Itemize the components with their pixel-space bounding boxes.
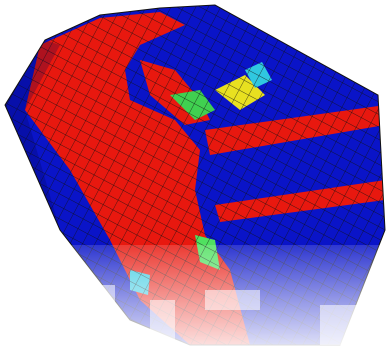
watermark-block [320,305,370,345]
watermark-block [0,300,40,340]
watermark-block [205,290,260,310]
watermark-block [60,285,115,305]
mesh-render [0,0,386,351]
watermark-block [150,300,175,345]
